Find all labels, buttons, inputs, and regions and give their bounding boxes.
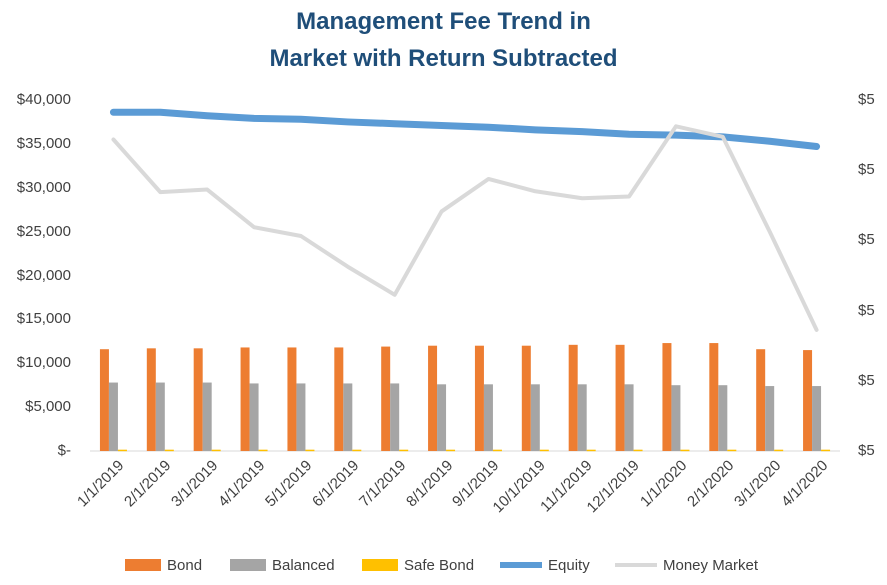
bar-bond [381,346,391,451]
legend-item-bond: Bond [125,554,202,576]
y-right-tick-label: $5 [858,442,875,459]
bar-safe-bond [164,449,174,452]
bar-bond [474,345,484,451]
line-money-market [111,124,819,332]
bar-balanced [577,384,587,451]
bar-balanced [718,385,728,451]
legend-swatch [362,559,398,571]
bar-balanced [624,384,634,451]
legend-item-equity: Equity [500,554,590,576]
line-equity [109,108,821,151]
bar-balanced [390,383,400,451]
legend-swatch [615,563,657,567]
bar-bond [756,349,766,451]
bar-bond [803,350,813,451]
y-left-tick-label: $35,000 [16,134,71,152]
bar-bond [334,347,344,451]
y-right-tick-label: $5 [858,231,875,249]
chart-title-line-1: Management Fee Trend in [296,8,591,35]
bar-bond [568,344,578,451]
y-right-tick-label: $5 [858,301,875,319]
y-left-tick-label: $20,000 [16,266,71,284]
y-left-tick-label: $- [57,442,71,459]
bar-safe-bond [727,449,737,452]
y-right-tick-label: $5 [858,371,875,389]
bar-bond [193,348,203,451]
legend-item-balanced: Balanced [230,554,335,576]
bar-safe-bond [305,449,315,452]
bar-bond [287,347,297,451]
bar-bond [99,349,109,451]
bar-safe-bond [774,449,784,452]
bar-bond [662,343,672,451]
bar-safe-bond [539,449,549,452]
legend-label: Money Market [663,556,759,574]
legend-label: Balanced [272,556,335,574]
bar-balanced [249,383,259,451]
bar-bond [428,345,438,451]
bar-balanced [296,383,306,451]
bar-safe-bond [446,449,456,452]
bar-safe-bond [492,449,502,452]
y-left-tick-label: $25,000 [16,222,71,240]
legend-item-money-market: Money Market [615,554,758,576]
y-left-tick-label: $40,000 [16,91,71,108]
bar-balanced [155,382,165,451]
y-left-tick-label: $30,000 [16,178,71,196]
bar-safe-bond [211,449,221,452]
bar-safe-bond [258,449,268,452]
legend-swatch [230,559,266,571]
bar-bond [709,343,719,451]
y-right-tick-label: $5 [858,161,875,179]
y-left-tick-label: $10,000 [16,354,71,372]
legend-item-safe-bond: Safe Bond [362,554,474,576]
bar-safe-bond [586,449,596,452]
legend-swatch [500,562,542,568]
legend-swatch [125,559,161,571]
legend-label: Bond [167,556,203,574]
legend-label: Safe Bond [404,556,475,574]
bar-balanced [530,384,540,451]
bar-bond [615,344,625,451]
bar-safe-bond [352,449,362,452]
bar-bond [146,348,156,451]
y-left-tick-label: $5,000 [25,398,71,416]
bar-balanced [812,386,822,451]
bar-safe-bond [680,449,690,452]
legend-label: Equity [548,556,590,574]
bar-bond [240,347,250,451]
bar-balanced [671,385,681,451]
bar-bond [521,345,531,451]
bar-balanced [483,384,493,451]
y-right-tick-label: $5 [858,91,875,108]
chart-title-line-2: Market with Return Subtracted [269,45,618,72]
bar-balanced [202,382,212,451]
bar-safe-bond [399,449,409,452]
bar-balanced [343,383,353,451]
bar-safe-bond [821,449,831,452]
bar-balanced [108,382,118,451]
bar-balanced [765,386,775,451]
bar-balanced [437,384,447,451]
y-left-tick-label: $15,000 [16,310,71,328]
bar-safe-bond [633,449,643,452]
bar-safe-bond [117,449,127,452]
chart-legend: Bond Balanced Safe Bond Equity Money Market [0,554,887,576]
